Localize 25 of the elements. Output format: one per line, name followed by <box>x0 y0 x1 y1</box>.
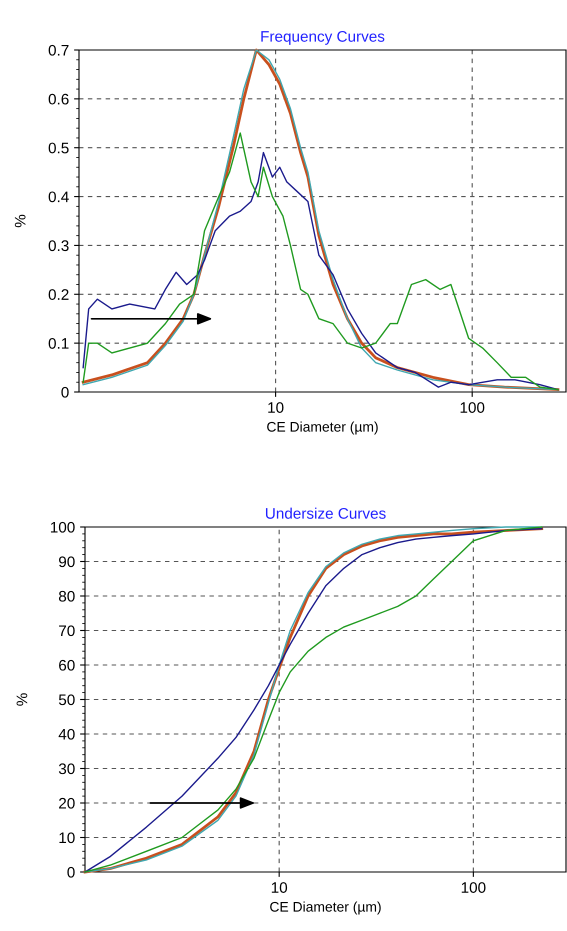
y-tick-label: 80 <box>58 590 75 602</box>
y-tick-label: 70 <box>59 625 75 636</box>
y-axis-title: % <box>16 693 28 706</box>
y-tick-label: 0.4 <box>48 191 69 202</box>
y-tick-label: 30 <box>58 763 75 774</box>
y-tick-label: 100 <box>50 522 75 533</box>
y-tick-label: 10 <box>59 832 75 844</box>
y-tick-label: 0.5 <box>48 142 69 154</box>
y-tick-label: 0 <box>67 866 75 878</box>
y-tick-label: 50 <box>58 694 75 706</box>
y-tick-label: 20 <box>59 798 75 809</box>
chart-title: Undersize Curves <box>266 508 386 519</box>
y-tick-label: 0.1 <box>48 338 69 349</box>
y-tick-label: 0.3 <box>48 240 69 252</box>
y-tick-label: 60 <box>59 660 75 671</box>
y-tick-label: 40 <box>58 728 75 740</box>
y-tick-label: 0 <box>61 386 69 398</box>
y-tick-label: 90 <box>59 556 75 568</box>
y-tick-label: 0.6 <box>48 94 69 105</box>
x-axis-title: CE Diameter (µm) <box>270 902 381 914</box>
y-tick-label: 0.7 <box>48 44 69 56</box>
y-tick-label: 0.2 <box>48 289 69 300</box>
chart-title: Frequency Curves <box>261 31 384 45</box>
y-axis-title: % <box>14 214 26 228</box>
x-axis-title: CE Diameter (µm) <box>267 422 378 434</box>
